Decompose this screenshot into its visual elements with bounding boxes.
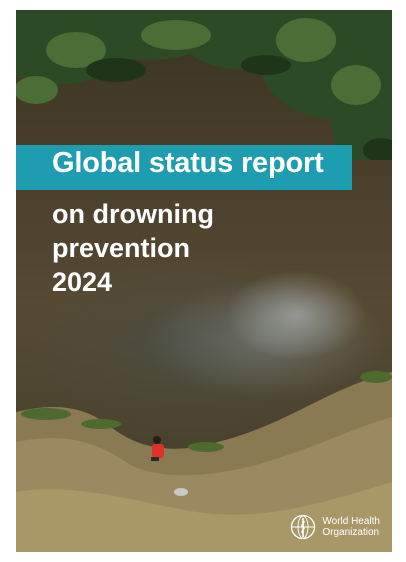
report-title: on drowning prevention 2024 bbox=[52, 197, 214, 299]
report-cover: Global status report on drowning prevent… bbox=[16, 10, 392, 552]
report-title-line-1: Global status report bbox=[52, 147, 324, 179]
child-figure bbox=[151, 436, 164, 461]
riverbank-image bbox=[16, 371, 392, 552]
tree-canopy-image bbox=[16, 10, 392, 160]
title-band bbox=[16, 145, 352, 190]
who-name-line-2: Organization bbox=[322, 527, 380, 538]
report-title-line-2: on drowning bbox=[52, 199, 214, 229]
who-name-line-1: World Health bbox=[322, 516, 380, 527]
report-title-line-4: 2024 bbox=[52, 267, 113, 297]
who-logo: World Health Organization bbox=[290, 514, 380, 540]
report-title-line-3: prevention bbox=[52, 233, 191, 263]
who-emblem-icon bbox=[291, 514, 316, 540]
who-name: World Health Organization bbox=[322, 516, 380, 538]
